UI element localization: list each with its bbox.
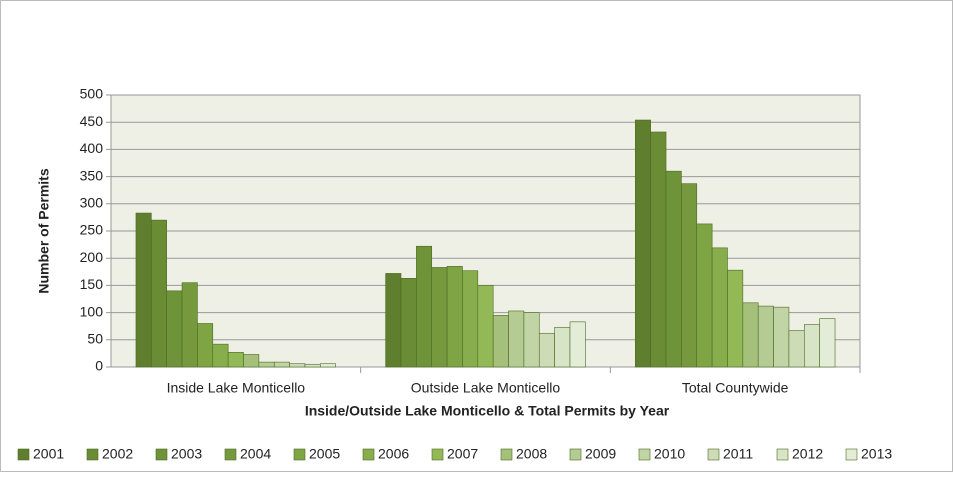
legend-swatch	[500, 448, 513, 461]
bar	[400, 278, 417, 368]
bar	[477, 285, 494, 368]
bar	[197, 323, 214, 368]
bar	[462, 270, 479, 368]
bar	[212, 343, 229, 368]
bar	[634, 119, 651, 368]
bar	[727, 269, 744, 368]
legend-swatch	[707, 448, 720, 461]
bar	[742, 302, 759, 368]
legend-swatch	[17, 448, 30, 461]
legend-label: 2008	[516, 446, 547, 462]
bar	[320, 363, 337, 368]
y-tick-label: 450	[80, 113, 104, 129]
y-tick-label: 250	[80, 222, 104, 238]
bar	[273, 361, 290, 368]
y-tick-label: 350	[80, 167, 104, 183]
bar	[696, 223, 713, 368]
bar	[289, 363, 306, 368]
bar	[554, 326, 571, 368]
legend-label: 2013	[861, 446, 892, 462]
bar	[665, 170, 682, 368]
legend-swatch	[845, 448, 858, 461]
legend-label: 2003	[171, 446, 202, 462]
bar	[757, 305, 774, 368]
bar	[650, 131, 667, 368]
bar	[304, 363, 321, 368]
legend-swatch	[776, 448, 789, 461]
legend-label: 2010	[654, 446, 685, 462]
legend-swatch	[431, 448, 444, 461]
bar	[181, 282, 198, 368]
bar	[258, 361, 275, 368]
legend-swatch	[86, 448, 99, 461]
bar	[492, 315, 509, 368]
legend-swatch	[155, 448, 168, 461]
bar	[416, 245, 433, 368]
legend-label: 2006	[378, 446, 409, 462]
legend-swatch	[638, 448, 651, 461]
bar	[681, 183, 698, 368]
x-axis-title: Inside/Outside Lake Monticello & Total P…	[305, 403, 670, 419]
legend-swatch	[224, 448, 237, 461]
bar	[431, 267, 448, 368]
bar	[804, 324, 820, 368]
bar	[819, 318, 836, 368]
legend-label: 2009	[585, 446, 616, 462]
bar	[508, 310, 525, 368]
bar	[523, 312, 540, 368]
y-tick-label: 400	[80, 140, 104, 156]
bar	[773, 306, 790, 368]
legend-swatch	[293, 448, 306, 461]
y-tick-label: 500	[80, 86, 104, 102]
legend-swatch	[362, 448, 375, 461]
legend-label: 2007	[447, 446, 478, 462]
y-tick-label: 300	[80, 195, 104, 211]
y-tick-label: 100	[80, 303, 104, 319]
legend-swatch	[569, 448, 582, 461]
legend-label: 2004	[240, 446, 271, 462]
y-tick-label: 50	[87, 331, 103, 347]
legend-label: 2005	[309, 446, 340, 462]
bar	[711, 247, 728, 368]
y-axis-title: Number of Permits	[36, 168, 52, 293]
legend-label: 2012	[792, 446, 823, 462]
bar	[788, 330, 805, 368]
legend-label: 2001	[33, 446, 64, 462]
bar	[151, 219, 167, 368]
bar	[135, 212, 152, 368]
bar	[569, 321, 586, 368]
y-tick-label: 200	[80, 249, 104, 265]
bar	[385, 273, 402, 368]
bar	[446, 266, 463, 368]
bar	[538, 332, 555, 368]
y-tick-label: 150	[80, 276, 104, 292]
bar	[243, 354, 260, 368]
x-tick-label: Inside Lake Monticello	[167, 380, 306, 396]
legend-label: 2011	[723, 446, 753, 462]
legend-label: 2002	[102, 446, 133, 462]
bar	[227, 352, 244, 368]
bar	[166, 290, 183, 368]
x-tick-label: Outside Lake Monticello	[411, 380, 561, 396]
y-tick-label: 0	[95, 358, 103, 374]
x-tick-label: Total Countywide	[682, 380, 789, 396]
